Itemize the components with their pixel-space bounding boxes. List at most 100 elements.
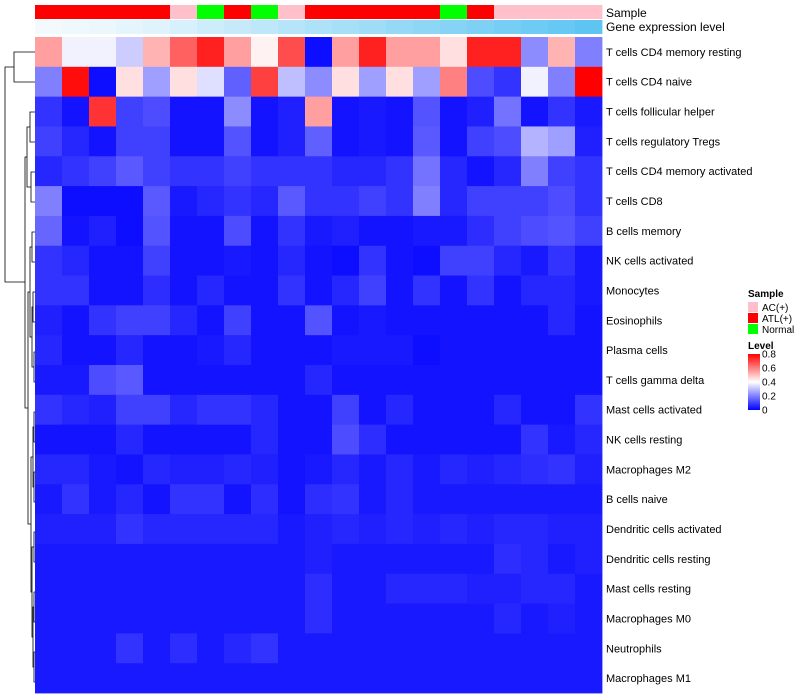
heatmap-cell (494, 305, 522, 336)
heatmap-cell (89, 394, 117, 426)
heatmap-cell (359, 215, 387, 247)
gene-expression-cell (251, 20, 279, 34)
heatmap-cell (467, 365, 495, 396)
heatmap-cell (170, 394, 198, 426)
heatmap-cell (62, 37, 90, 68)
heatmap-cell (413, 156, 441, 187)
heatmap-cell (521, 305, 549, 336)
heatmap-cell (224, 96, 252, 127)
heatmap-cell (521, 186, 549, 217)
heatmap-cell (440, 335, 468, 366)
heatmap-cell (386, 66, 414, 98)
heatmap-cell (359, 245, 387, 276)
heatmap-cell (143, 514, 171, 545)
sample-annotation-cell (386, 5, 414, 19)
heatmap-cell (494, 186, 522, 217)
heatmap-cell (467, 126, 495, 157)
heatmap-cell (521, 245, 549, 276)
heatmap-cell (197, 543, 225, 575)
heatmap-cell (494, 215, 522, 247)
heatmap-cell (62, 305, 90, 336)
heatmap-cell (89, 186, 117, 217)
gene-expression-cell (494, 20, 522, 34)
heatmap-cell (521, 663, 549, 694)
heatmap-cell (305, 245, 333, 276)
heatmap-cell (440, 37, 468, 68)
heatmap-cell (386, 96, 414, 127)
heatmap-cell (35, 126, 63, 157)
heatmap-cell (440, 305, 468, 336)
heatmap-cell (467, 573, 495, 604)
heatmap-cell (143, 245, 171, 276)
gene-expression-cell (278, 20, 306, 34)
heatmap-cell (224, 215, 252, 247)
heatmap-cell (386, 484, 414, 515)
heatmap-cell (467, 633, 495, 664)
heatmap-cell (521, 424, 549, 455)
level-legend: Level 0.8 0.6 0.4 0.2 0 (748, 341, 776, 417)
heatmap-cell (494, 365, 522, 396)
heatmap-cell (224, 543, 252, 575)
heatmap-cell (197, 37, 225, 68)
heatmap-cell (305, 484, 333, 515)
heatmap-cell (575, 215, 603, 247)
heatmap-cell (467, 245, 495, 276)
heatmap-cell (197, 365, 225, 396)
level-tick-label: 0.4 (762, 378, 776, 389)
heatmap-cell (494, 156, 522, 187)
heatmap-cell (359, 663, 387, 694)
heatmap-cell (35, 603, 63, 634)
heatmap-cell (440, 215, 468, 247)
heatmap-cells (35, 37, 603, 694)
heatmap-cell (305, 126, 333, 157)
heatmap-cell (89, 484, 117, 515)
heatmap-cell (359, 305, 387, 336)
heatmap-cell (305, 66, 333, 98)
heatmap-cell (440, 96, 468, 127)
heatmap-cell (575, 514, 603, 545)
heatmap-cell (332, 186, 360, 217)
heatmap-cell (413, 663, 441, 694)
heatmap-cell (332, 126, 360, 157)
row-label: T cells gamma delta (606, 375, 705, 387)
heatmap-cell (170, 37, 198, 68)
heatmap-cell (332, 275, 360, 306)
gene-expression-cell (440, 20, 468, 34)
heatmap-cell (251, 633, 279, 664)
heatmap-cell (62, 186, 90, 217)
heatmap-cell (386, 186, 414, 217)
sample-annotation-cell (359, 5, 387, 19)
heatmap-cell (440, 275, 468, 306)
heatmap-cell (413, 603, 441, 634)
heatmap-cell (440, 633, 468, 664)
heatmap-cell (197, 66, 225, 98)
row-labels: T cells CD4 memory resting T cells CD4 na… (606, 47, 753, 685)
heatmap-cell (251, 215, 279, 247)
heatmap-cell (305, 96, 333, 127)
heatmap-cell (35, 215, 63, 247)
heatmap-cell (278, 424, 306, 455)
heatmap-cell (305, 275, 333, 306)
heatmap-cell (386, 156, 414, 187)
heatmap-cell (575, 543, 603, 575)
heatmap-cell (89, 603, 117, 634)
heatmap-cell (143, 484, 171, 515)
level-tick-label: 0.6 (762, 364, 776, 375)
heatmap-cell (386, 633, 414, 664)
heatmap-cell (386, 394, 414, 426)
row-label: B cells memory (606, 226, 682, 238)
heatmap-cell (386, 37, 414, 68)
heatmap-cell (386, 514, 414, 545)
sample-legend: Sample AC(+) ATL(+) Normal (748, 289, 794, 336)
gene-expression-cell (170, 20, 198, 34)
gene-expression-cell (413, 20, 441, 34)
heatmap-cell (197, 126, 225, 157)
heatmap-cell (62, 543, 90, 575)
heatmap-cell (440, 543, 468, 575)
sample-annotation-bar (35, 5, 603, 19)
heatmap-cell (251, 156, 279, 187)
gene-expression-cell (197, 20, 225, 34)
heatmap-cell (467, 454, 495, 485)
heatmap-cell (548, 215, 576, 247)
legend-label-atl: ATL(+) (762, 314, 792, 325)
